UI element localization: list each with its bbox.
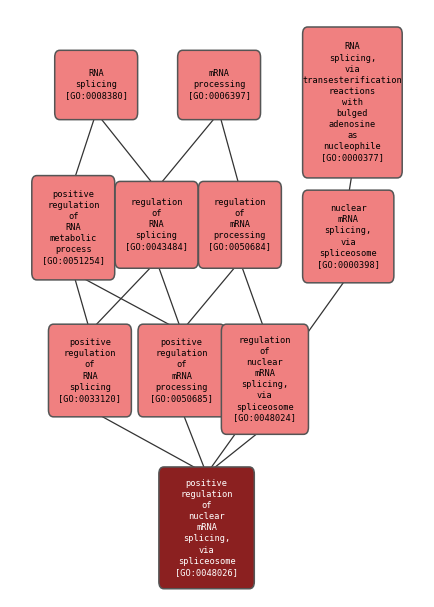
Text: mRNA
processing
[GO:0006397]: mRNA processing [GO:0006397] <box>187 69 250 101</box>
Text: positive
regulation
of
RNA
splicing
[GO:0033120]: positive regulation of RNA splicing [GO:… <box>59 338 122 403</box>
Text: positive
regulation
of
mRNA
processing
[GO:0050685]: positive regulation of mRNA processing [… <box>150 338 213 403</box>
Text: nuclear
mRNA
splicing,
via
spliceosome
[GO:0000398]: nuclear mRNA splicing, via spliceosome [… <box>317 204 380 269</box>
FancyBboxPatch shape <box>115 181 198 268</box>
Text: regulation
of
nuclear
mRNA
splicing,
via
spliceosome
[GO:0048024]: regulation of nuclear mRNA splicing, via… <box>233 336 296 422</box>
FancyBboxPatch shape <box>198 181 281 268</box>
FancyBboxPatch shape <box>302 27 402 178</box>
Text: RNA
splicing,
via
transesterification
reactions
with
bulged
adenosine
as
nucleop: RNA splicing, via transesterification re… <box>302 42 402 163</box>
Text: positive
regulation
of
nuclear
mRNA
splicing,
via
spliceosome
[GO:0048026]: positive regulation of nuclear mRNA spli… <box>175 479 238 577</box>
FancyBboxPatch shape <box>138 324 225 417</box>
FancyBboxPatch shape <box>159 467 254 589</box>
FancyBboxPatch shape <box>302 190 394 283</box>
FancyBboxPatch shape <box>49 324 132 417</box>
FancyBboxPatch shape <box>178 50 260 120</box>
Text: positive
regulation
of
RNA
metabolic
process
[GO:0051254]: positive regulation of RNA metabolic pro… <box>42 190 105 265</box>
FancyBboxPatch shape <box>32 175 115 280</box>
Text: regulation
of
RNA
splicing
[GO:0043484]: regulation of RNA splicing [GO:0043484] <box>125 198 188 251</box>
Text: regulation
of
mRNA
processing
[GO:0050684]: regulation of mRNA processing [GO:005068… <box>208 198 271 251</box>
Text: RNA
splicing
[GO:0008380]: RNA splicing [GO:0008380] <box>65 69 128 101</box>
FancyBboxPatch shape <box>221 324 309 435</box>
FancyBboxPatch shape <box>55 50 138 120</box>
